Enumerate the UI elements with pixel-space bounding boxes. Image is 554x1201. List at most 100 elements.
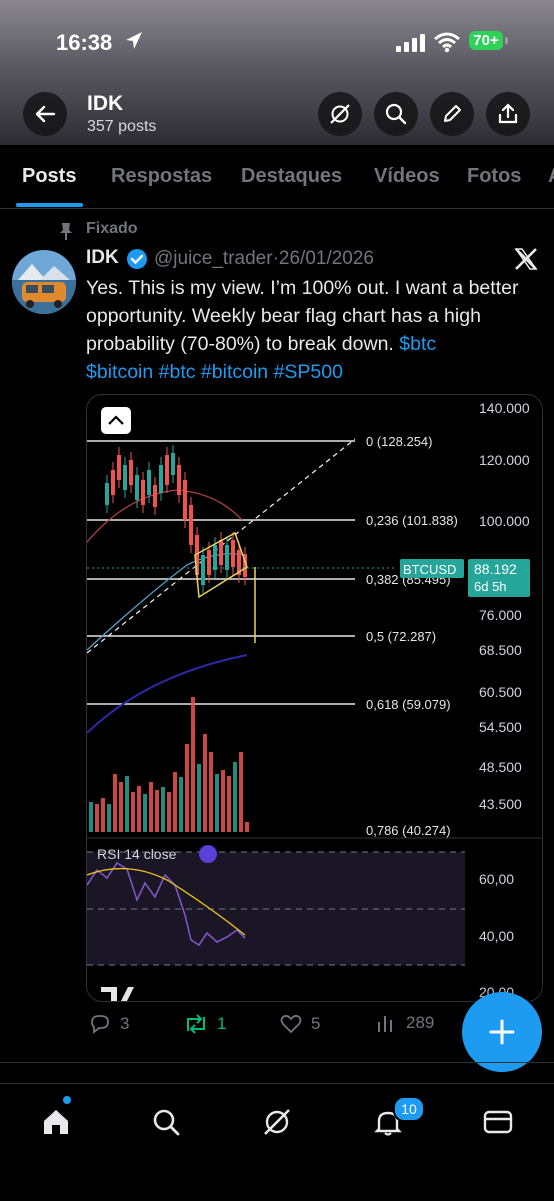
fib-level-label: 0 (128.254) xyxy=(366,434,433,449)
price-tick-label: 76.000 xyxy=(479,607,522,623)
countdown-label: 6d 5h xyxy=(474,579,507,594)
post-date: ·26/01/2026 xyxy=(272,248,374,269)
cashtag-bitcoin[interactable]: $bitcoin xyxy=(86,361,154,383)
profile-tabs: Posts Respostas Destaques Vídeos Fotos A xyxy=(0,146,554,209)
volume-bar xyxy=(221,770,225,832)
candle-body xyxy=(165,455,169,485)
share-icon xyxy=(498,103,518,124)
profile-header: 16:38 70+ IDK 357 posts xyxy=(0,0,554,145)
price-tick-label: 43.500 xyxy=(479,796,522,812)
repost-icon xyxy=(187,1014,205,1034)
candle-body xyxy=(159,465,163,493)
candle-body xyxy=(225,545,229,570)
views-button[interactable]: 289 xyxy=(376,1012,434,1034)
hashtag-bitcoin[interactable]: #bitcoin xyxy=(200,361,269,383)
home-icon xyxy=(44,1110,68,1134)
candle-body xyxy=(213,545,217,570)
view-count: 289 xyxy=(406,1013,435,1032)
avatar[interactable] xyxy=(12,250,76,314)
cashtag-btc[interactable]: $btc xyxy=(399,333,437,355)
tab-more[interactable]: A xyxy=(548,165,554,188)
fib-level-label: 0,786 (40.274) xyxy=(366,823,451,838)
tab-photos[interactable]: Fotos xyxy=(467,165,522,187)
profile-name: IDK xyxy=(87,92,124,115)
volume-bar xyxy=(137,786,141,832)
volume-bar xyxy=(119,782,123,832)
volume-bar xyxy=(173,772,177,832)
like-button[interactable]: 5 xyxy=(279,1012,320,1036)
share-button[interactable] xyxy=(486,92,530,136)
volume-bar xyxy=(161,787,165,832)
battery-indicator: 70+ xyxy=(469,31,503,50)
volume-bar xyxy=(185,744,189,832)
candle-body xyxy=(111,470,115,495)
volume-bar xyxy=(245,822,249,832)
notifications-badge: 10 xyxy=(393,1096,425,1122)
volume-bar xyxy=(215,774,219,832)
volume-bar xyxy=(95,804,99,832)
tab-highlights[interactable]: Destaques xyxy=(241,165,343,187)
hashtag-sp500[interactable]: #SP500 xyxy=(273,361,343,383)
nav-home[interactable] xyxy=(36,1102,76,1142)
pin-icon xyxy=(58,222,74,245)
tab-videos[interactable]: Vídeos xyxy=(374,165,440,187)
candle-body xyxy=(189,505,193,545)
reply-icon xyxy=(91,1015,109,1034)
author-handle[interactable]: @juice_trader·26/01/2026 xyxy=(154,248,374,270)
verified-badge-icon xyxy=(126,248,148,275)
grok-button[interactable] xyxy=(318,92,362,136)
like-count: 5 xyxy=(311,1014,321,1033)
nav-notifications[interactable] xyxy=(368,1102,408,1142)
tab-replies[interactable]: Respostas xyxy=(111,165,213,187)
volume-bar xyxy=(167,792,171,832)
candle-body xyxy=(183,480,187,520)
collapse-button xyxy=(101,407,131,434)
status-bar: 16:38 70+ xyxy=(0,24,554,60)
nav-grok[interactable] xyxy=(257,1102,297,1142)
post-body: Yes. This is my view. I’m 100% out. I wa… xyxy=(86,277,519,355)
post-count: 357 posts xyxy=(87,118,157,135)
post-text: Yes. This is my view. I’m 100% out. I wa… xyxy=(86,274,541,386)
ma-short-line xyxy=(87,489,243,543)
symbol-label: BTCUSD xyxy=(403,562,456,577)
tab-posts[interactable]: Posts xyxy=(22,165,77,187)
candle-body xyxy=(231,540,235,567)
btc-weekly-chart: 140.000 120.000 100.000 76.000 68.500 60.500 5… xyxy=(87,395,542,1001)
price-tick-label: 48.500 xyxy=(479,759,522,775)
author-name[interactable]: IDK xyxy=(86,247,119,268)
symbol-tag xyxy=(400,559,464,578)
grok-icon xyxy=(264,1109,290,1135)
reply-button[interactable]: 3 xyxy=(88,1012,129,1036)
bottom-navigation xyxy=(0,1083,554,1201)
repost-button[interactable]: 1 xyxy=(183,1012,226,1036)
volume-bar xyxy=(227,776,231,832)
nav-search[interactable] xyxy=(146,1102,186,1142)
candle-body xyxy=(237,550,241,575)
nav-messages[interactable] xyxy=(478,1102,518,1142)
back-button[interactable] xyxy=(23,92,67,136)
rsi-line xyxy=(87,861,246,947)
volume-bar xyxy=(191,697,195,832)
last-price-tag xyxy=(468,559,530,597)
price-tick-label: 120.000 xyxy=(479,452,530,468)
x-logo-icon xyxy=(514,247,538,276)
hashtag-btc[interactable]: #btc xyxy=(158,361,196,383)
price-tick-label: 54.500 xyxy=(479,719,522,735)
volume-bar xyxy=(179,777,183,832)
volume-bar xyxy=(197,764,201,832)
volume-bar xyxy=(149,782,153,832)
candle-body xyxy=(207,550,211,575)
views-chart-icon xyxy=(378,1016,392,1032)
candle-body xyxy=(153,485,157,507)
candle-body xyxy=(135,475,139,500)
candle-body xyxy=(171,453,175,475)
edit-button[interactable] xyxy=(430,92,474,136)
price-tick-label: 100.000 xyxy=(479,513,530,529)
chart-image[interactable]: 140.000 120.000 100.000 76.000 68.500 60.500 5… xyxy=(86,394,543,1002)
candle-body xyxy=(243,555,247,577)
grok-icon xyxy=(330,104,350,124)
compose-post-button[interactable] xyxy=(462,992,542,1072)
envelope-icon xyxy=(483,1110,513,1134)
candle-body xyxy=(147,470,151,495)
search-button[interactable] xyxy=(374,92,418,136)
